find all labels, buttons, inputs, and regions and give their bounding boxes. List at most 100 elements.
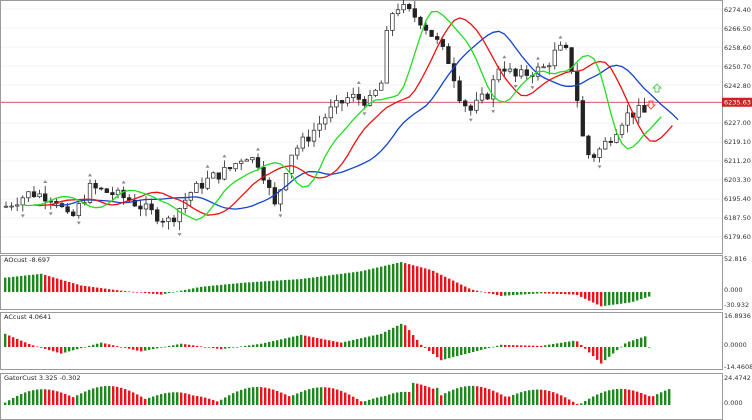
price-tick-label: 6242.80: [724, 82, 751, 90]
gator-bar: [472, 385, 475, 405]
bear-candle: [138, 205, 143, 210]
ao-bar: [644, 292, 647, 298]
ao-bar: [48, 276, 51, 292]
ac-bar: [568, 341, 571, 347]
ao-bar: [36, 274, 39, 292]
fractal-down-icon: [468, 118, 473, 122]
gator-bar: [380, 396, 383, 405]
bear-candle: [121, 189, 126, 199]
ao-bar: [204, 286, 207, 292]
gator-bar: [576, 403, 579, 405]
bear-candle: [524, 69, 529, 76]
price-tick-label: 6274.40: [724, 6, 751, 14]
gator-bar: [28, 391, 31, 405]
bull-candle: [479, 93, 485, 101]
bull-candle: [373, 89, 378, 96]
bull-candle: [619, 124, 625, 135]
ac-bar: [56, 347, 59, 353]
ao-bar: [232, 283, 235, 292]
ac-bar: [60, 347, 63, 354]
ao-bar: [224, 284, 227, 292]
gator-bar: [212, 400, 215, 405]
ac-bar: [360, 338, 363, 347]
ac-bar: [20, 340, 23, 347]
ao-bar: [412, 265, 415, 292]
ac-bar: [136, 347, 139, 351]
gator-bar: [308, 389, 311, 405]
ao-bar: [12, 276, 15, 292]
gator-bar: [404, 391, 407, 405]
ac-bar: [400, 323, 403, 347]
gator-bar: [228, 395, 231, 405]
ao-bar: [72, 283, 75, 292]
price-panel[interactable]: [1, 0, 722, 237]
bear-candle: [468, 105, 473, 111]
ac-bar: [96, 343, 99, 347]
gator-bar: [156, 395, 159, 405]
gator-bar: [532, 389, 535, 405]
gator-bar: [64, 393, 67, 405]
ac-bar: [492, 346, 495, 348]
gator-bar: [20, 394, 23, 405]
ac-bar: [452, 347, 455, 358]
ao-bar: [100, 288, 103, 292]
gator-bar: [84, 391, 87, 405]
ao-bar: [432, 270, 435, 292]
ao-bar: [604, 292, 607, 306]
bear-candle: [591, 154, 597, 158]
bear-candle: [104, 188, 109, 193]
ac-bar: [628, 341, 631, 347]
gator-bar: [436, 387, 439, 405]
ao-bar: [196, 287, 199, 292]
ao-bar: [576, 292, 579, 296]
gator-bar: [476, 386, 479, 405]
ao-bar: [408, 264, 411, 292]
gator-bar: [52, 390, 55, 405]
gator-bar: [548, 390, 551, 405]
price-tick-label: 6250.70: [724, 63, 751, 71]
ao-bar: [136, 292, 139, 293]
ao-panel[interactable]: [4, 262, 651, 307]
fractal-down-icon: [278, 214, 283, 218]
ac-bar: [228, 347, 231, 349]
ac-bar: [4, 333, 7, 347]
fractal-down-icon: [20, 214, 25, 218]
ao-bar: [340, 273, 343, 292]
gator-bar: [32, 390, 35, 405]
ao-bar: [208, 286, 211, 292]
gator-bar: [152, 396, 155, 405]
bear-candle: [412, 8, 417, 18]
gator-bar: [628, 389, 631, 405]
ao-bar: [428, 269, 431, 292]
bull-candle: [211, 172, 216, 179]
ac-tick-label: 0.0000: [724, 341, 747, 349]
gator-bar: [280, 392, 283, 405]
ac-bar: [636, 338, 639, 347]
bull-candle: [143, 203, 149, 210]
ao-bar: [212, 285, 215, 292]
ac-bar: [12, 337, 15, 347]
ac-bar: [356, 339, 359, 347]
ac-bar: [164, 346, 167, 348]
ac-bar: [624, 343, 627, 347]
ac-bar: [344, 341, 347, 347]
bear-candle: [227, 167, 233, 170]
ao-bar: [252, 282, 255, 292]
gator-panel[interactable]: [4, 382, 671, 405]
ac-panel[interactable]: [4, 323, 651, 364]
ac-bar: [248, 345, 251, 347]
ac-bar: [644, 336, 647, 347]
bear-candle: [93, 182, 98, 189]
gator-bar: [544, 390, 547, 405]
ao-bar: [308, 277, 311, 292]
ac-bar: [464, 347, 467, 355]
ao-bar: [256, 281, 259, 292]
gator-bar: [216, 401, 219, 405]
bull-candle: [384, 30, 389, 84]
ao-bar: [532, 292, 535, 294]
gator-tick-label: 0.000: [724, 399, 743, 407]
price-tick-label: 6203.30: [724, 176, 751, 184]
ao-tick-label: 52.816: [724, 255, 747, 263]
gator-bar: [260, 387, 263, 405]
